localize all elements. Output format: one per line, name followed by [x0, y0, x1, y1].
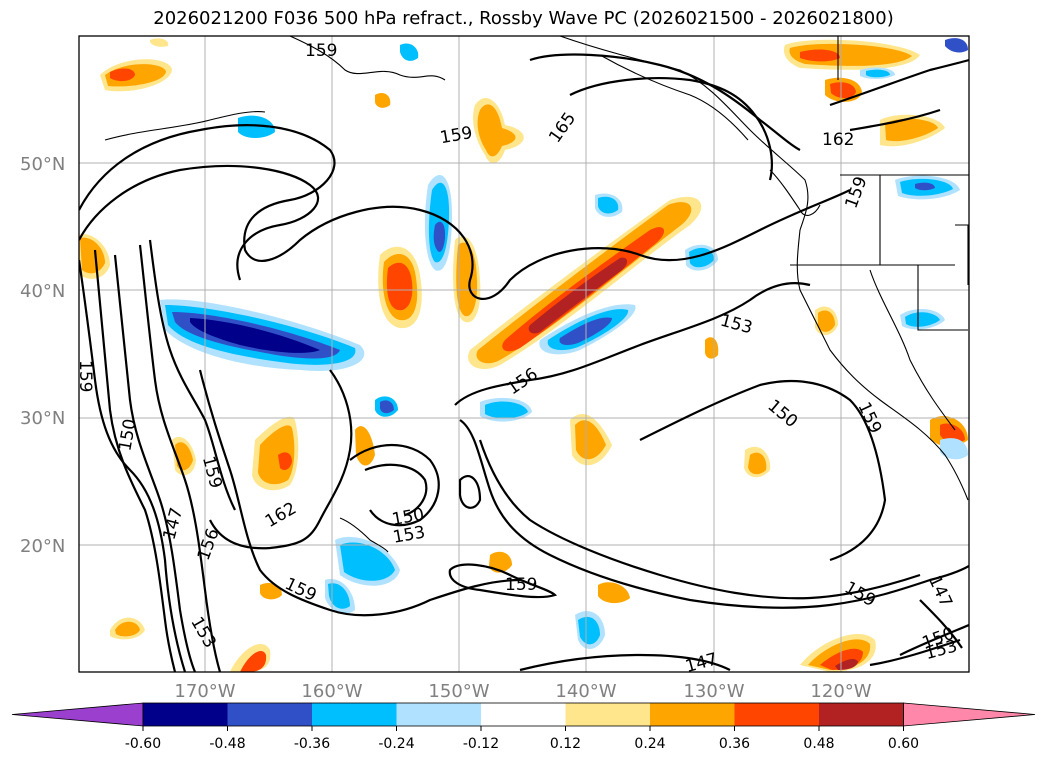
colorbar-tick-label: 0.60 — [888, 736, 919, 752]
colorbar-tick-label: 0.24 — [634, 736, 665, 752]
colorbar-tick-label: 0.36 — [719, 736, 750, 752]
lat-label: 30°N — [20, 408, 65, 429]
lon-label: 130°W — [683, 681, 744, 702]
lat-label: 50°N — [20, 154, 65, 175]
colorbar-tick-label: 0.48 — [803, 736, 834, 752]
lat-label: 20°N — [20, 536, 65, 557]
colorbar-segment — [734, 703, 820, 726]
colorbar-tick-label: -0.36 — [294, 736, 330, 752]
colorbar-extend-high — [903, 702, 1036, 727]
lon-label: 120°W — [810, 681, 871, 702]
colorbar-segment — [312, 703, 397, 726]
contour-label: 159 — [75, 360, 95, 392]
lon-label: 150°W — [428, 681, 489, 702]
longitude-labels: 170°W 160°W 150°W 140°W 130°W 120°W — [174, 681, 871, 702]
colorbar-tick-label: -0.24 — [378, 736, 414, 752]
contour-label: 162 — [822, 130, 854, 150]
colorbar-tick-label: -0.48 — [209, 736, 245, 752]
colorbar-outline — [142, 702, 904, 727]
coastlines — [104, 36, 969, 553]
lon-label: 170°W — [174, 681, 235, 702]
contour-label: 159 — [505, 575, 537, 595]
lat-label: 40°N — [20, 281, 65, 302]
colorbar-extend-low — [11, 702, 144, 727]
map-frame — [78, 35, 970, 673]
lon-label: 140°W — [555, 681, 616, 702]
contour-label: 147 — [683, 649, 720, 677]
colorbar-segment — [481, 703, 566, 726]
colorbar-tick-label: 0.12 — [550, 736, 581, 752]
lon-label: 160°W — [301, 681, 362, 702]
colorbar-tick-label: -0.12 — [463, 736, 499, 752]
map-title: 2026021200 F036 500 hPa refract., Rossby… — [153, 8, 894, 29]
height-contours — [79, 53, 969, 672]
colorbar-segment — [396, 703, 482, 726]
graticule — [79, 36, 969, 672]
contour-label: 159 — [305, 41, 337, 61]
colorbar-segment — [565, 703, 651, 726]
colorbar-segment — [143, 703, 228, 726]
colorbar: -0.60 -0.48 -0.36 -0.24 -0.12 0.12 0.24 0.36 0.4… — [11, 702, 1036, 752]
colorbar-segment — [227, 703, 313, 726]
latitude-labels: 50°N 40°N 30°N 20°N — [20, 154, 65, 557]
anomaly-fills — [79, 38, 968, 672]
colorbar-tick-label: -0.60 — [125, 736, 161, 752]
colorbar-segment — [650, 703, 735, 726]
colorbar-segment — [819, 703, 904, 726]
